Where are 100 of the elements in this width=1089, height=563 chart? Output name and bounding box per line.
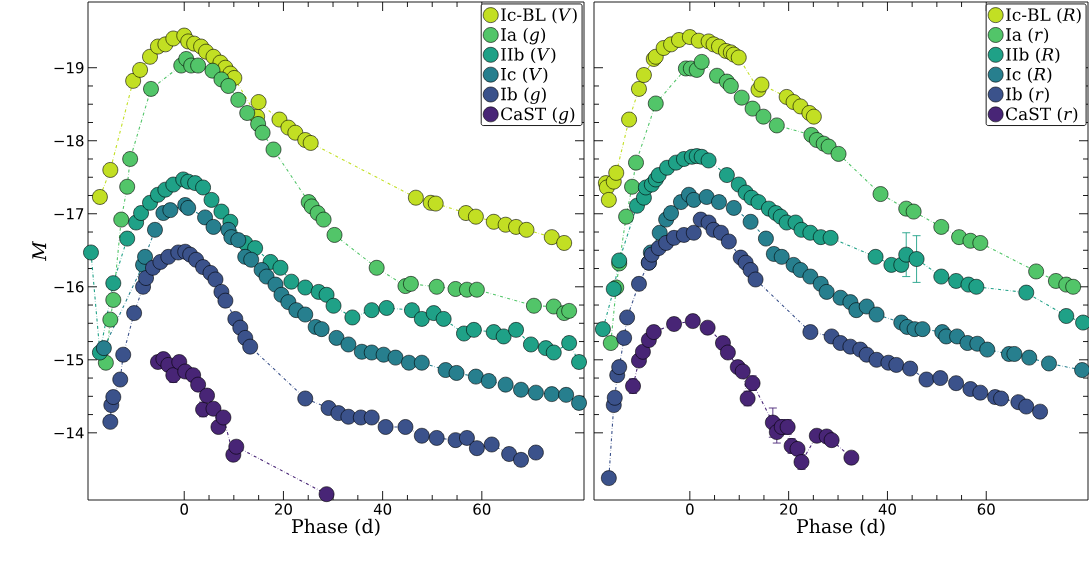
point [119, 230, 135, 247]
point [753, 76, 770, 93]
point [1006, 346, 1023, 362]
legend-label: Ib (r) [1006, 87, 1049, 103]
point [663, 205, 679, 221]
legend-label: Ic (R) [1006, 67, 1052, 83]
legend-label: IIb (R) [1006, 47, 1060, 64]
point [719, 167, 735, 183]
point [147, 222, 163, 238]
point [686, 192, 702, 208]
point [699, 319, 716, 336]
point [636, 67, 652, 83]
point [115, 346, 132, 363]
point [283, 273, 300, 290]
point [508, 322, 524, 338]
point [137, 249, 153, 265]
point [744, 375, 761, 391]
point [779, 419, 796, 435]
point [616, 330, 632, 346]
point [215, 409, 232, 426]
point [408, 189, 424, 206]
point [119, 178, 135, 195]
point [190, 376, 206, 393]
point [113, 211, 130, 228]
point [205, 400, 222, 417]
point [948, 375, 964, 391]
point [518, 222, 535, 238]
point [387, 349, 404, 366]
point [230, 232, 247, 248]
point [297, 279, 314, 296]
point [1058, 308, 1075, 324]
point [138, 270, 154, 286]
point [858, 298, 875, 315]
point [401, 354, 417, 371]
point [326, 227, 343, 243]
point [122, 151, 138, 167]
point [618, 208, 634, 225]
point [905, 203, 922, 220]
point [207, 271, 224, 288]
point [105, 292, 122, 308]
x-tick-label: 60 [473, 503, 491, 515]
point [932, 370, 949, 386]
point [601, 470, 617, 486]
point [603, 335, 619, 351]
point [105, 389, 122, 405]
point [363, 302, 380, 318]
x-tick-label: 0 [686, 503, 694, 515]
point [315, 211, 332, 228]
point [628, 154, 644, 171]
point [773, 249, 790, 265]
point [711, 194, 727, 210]
point [102, 311, 119, 328]
point [213, 203, 230, 220]
y-tick-label: −15 [54, 354, 84, 366]
point [1032, 403, 1048, 420]
point [822, 230, 839, 246]
point [698, 189, 715, 205]
point [302, 135, 319, 151]
point [619, 309, 635, 326]
point [205, 219, 222, 235]
x-tick-label: 0 [180, 503, 188, 515]
point [435, 311, 452, 327]
x-axis-title: Phase (d) [292, 518, 380, 536]
point [608, 165, 625, 181]
point [469, 440, 485, 456]
x-tick-label: 20 [780, 503, 798, 515]
point [631, 276, 647, 292]
point [377, 419, 394, 435]
point [448, 365, 465, 381]
point [414, 311, 430, 327]
point [685, 313, 701, 329]
point [631, 81, 647, 97]
point [558, 387, 574, 403]
point [1041, 355, 1057, 372]
point [1028, 263, 1044, 280]
point [403, 276, 419, 292]
point [239, 105, 256, 121]
point [297, 390, 314, 407]
point [993, 390, 1009, 407]
point [734, 363, 751, 380]
point [968, 278, 985, 295]
point [867, 249, 884, 265]
point [328, 330, 345, 346]
point [933, 268, 950, 285]
legend-label: Ic-BL (R) [1006, 7, 1081, 24]
point [793, 454, 810, 470]
point [513, 452, 529, 468]
point [459, 430, 475, 446]
point [1065, 278, 1081, 295]
legend-label: Ia (g) [501, 27, 546, 45]
point [720, 344, 736, 361]
point [220, 78, 237, 94]
point [105, 275, 122, 291]
point [483, 436, 500, 453]
point [228, 438, 245, 455]
point [340, 336, 357, 353]
point [635, 343, 651, 360]
point [427, 195, 444, 212]
point [843, 449, 860, 466]
point [497, 376, 514, 393]
